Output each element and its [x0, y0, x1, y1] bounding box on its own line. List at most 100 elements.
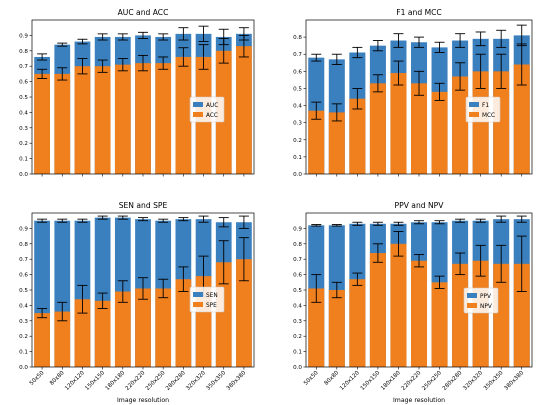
legend-label-spe: SPE: [206, 303, 217, 309]
y-tick-label: 0.2: [293, 334, 302, 340]
y-tick-label: 0.9: [19, 33, 28, 39]
y-tick-label: 0.7: [293, 52, 302, 58]
y-tick-label: 0.8: [293, 35, 302, 41]
x-tick-label: 220x220: [125, 370, 147, 392]
bar-npv: [369, 253, 386, 367]
legend-swatch-mcc: [469, 112, 479, 117]
legend: SEN SPE: [189, 286, 225, 313]
bar-npv: [410, 260, 428, 367]
y-tick-label: 0.5: [19, 95, 28, 101]
legend-swatch-acc: [193, 112, 203, 117]
bar-spe: [74, 299, 91, 367]
x-tick-label: 250x250: [421, 370, 443, 392]
bar-mcc: [513, 64, 530, 174]
y-tick-label: 0.3: [19, 319, 28, 325]
chart-title: SEN and SPE: [119, 201, 168, 210]
y-tick-label: 0.1: [19, 157, 28, 163]
x-tick-label: 50x50: [303, 370, 320, 387]
x-tick-label: 280x280: [165, 370, 187, 392]
legend: AUC ACC: [189, 96, 225, 123]
x-tick-label: 320x320: [185, 370, 207, 392]
bar-spe: [114, 291, 131, 367]
y-tick-label: 0.3: [293, 319, 302, 325]
bar-spe: [236, 259, 252, 367]
x-tick-label: 250x250: [145, 370, 167, 392]
legend-label-ppv: PPV: [480, 294, 491, 300]
bar-npv: [308, 288, 325, 367]
y-tick-label: 0.0: [19, 172, 28, 178]
legend: PPV NPV: [463, 287, 499, 314]
legend-label-npv: NPV: [480, 304, 492, 310]
legend-label-f1: F1: [482, 103, 489, 109]
chart-panel-2: F1 and MCC 0.0 0.1 0.2 0.3 0.4 0.5 0.6 0.7 0.8 F1 M…: [293, 8, 533, 178]
bar-mcc: [349, 98, 366, 174]
y-tick-label: 0.3: [19, 126, 28, 132]
bar-acc: [135, 63, 151, 175]
legend-label-sen: SEN: [206, 293, 218, 299]
y-tick-label: 0.2: [293, 138, 302, 144]
legend-label-mcc: MCC: [482, 113, 495, 119]
y-tick-label: 0.2: [19, 141, 28, 147]
x-tick-label: 380x380: [226, 370, 248, 392]
legend-label-auc: AUC: [206, 103, 218, 109]
x-tick-label: 180x180: [105, 370, 127, 392]
legend-swatch-ppv: [467, 293, 477, 298]
bar-npv: [452, 263, 469, 367]
y-tick-label: 0.7: [19, 257, 28, 263]
y-tick-label: 0.4: [19, 303, 28, 309]
y-tick-label: 0.6: [293, 273, 302, 279]
y-tick-label: 0.1: [293, 350, 302, 356]
y-tick-label: 0.7: [293, 257, 302, 263]
bar-acc: [155, 63, 172, 175]
y-tick-label: 0.9: [293, 226, 302, 232]
bar-spe: [34, 313, 50, 367]
legend-label-acc: ACC: [206, 113, 218, 119]
bar-spe: [155, 288, 172, 367]
y-tick-label: 0.7: [19, 64, 28, 70]
x-tick-label: 80x80: [49, 370, 66, 387]
y-tick-label: 0.0: [19, 365, 28, 371]
y-tick-label: 0.6: [19, 80, 28, 86]
legend-swatch-sen: [193, 292, 203, 297]
bar-spe: [54, 311, 71, 367]
bar-spe: [175, 279, 192, 367]
bar-mcc: [410, 83, 428, 174]
x-axis-label: Image resolution: [117, 397, 169, 404]
chart-title: F1 and MCC: [396, 8, 441, 17]
bar-mcc: [308, 110, 325, 174]
bar-npv: [472, 260, 489, 367]
x-axis-label: Image resolution: [393, 397, 445, 404]
y-tick-label: 0.4: [293, 104, 302, 110]
bar-spe: [135, 288, 151, 367]
x-tick-label: 220x220: [401, 370, 423, 392]
y-tick-label: 0.3: [293, 121, 302, 127]
y-tick-label: 0.8: [293, 242, 302, 248]
y-tick-label: 0.5: [19, 288, 28, 294]
bar-mcc: [369, 83, 386, 174]
bar-acc: [175, 56, 192, 174]
bar-mcc: [390, 73, 407, 174]
y-tick-label: 0.6: [293, 69, 302, 75]
x-tick-label: 350x350: [483, 370, 505, 392]
y-tick-label: 0.9: [19, 226, 28, 232]
bar-acc: [236, 46, 252, 174]
y-tick-label: 0.0: [293, 172, 302, 178]
legend-swatch-auc: [193, 102, 203, 107]
y-tick-label: 0.5: [293, 86, 302, 92]
y-tick-label: 0.5: [293, 288, 302, 294]
bar-acc: [74, 66, 91, 174]
x-tick-label: 380x380: [503, 370, 525, 392]
y-tick-label: 0.0: [293, 365, 302, 371]
bar-npv: [349, 279, 366, 367]
x-tick-label: 120x120: [64, 370, 86, 392]
x-tick-label: 120x120: [339, 370, 361, 392]
y-tick-label: 0.6: [19, 273, 28, 279]
bar-mcc: [328, 112, 345, 174]
bar-npv: [328, 290, 345, 367]
legend: F1 MCC: [465, 96, 501, 123]
x-tick-label: 350x350: [205, 370, 227, 392]
y-tick-label: 0.4: [19, 110, 28, 116]
legend-swatch-f1: [469, 102, 479, 107]
bar-acc: [114, 64, 131, 174]
